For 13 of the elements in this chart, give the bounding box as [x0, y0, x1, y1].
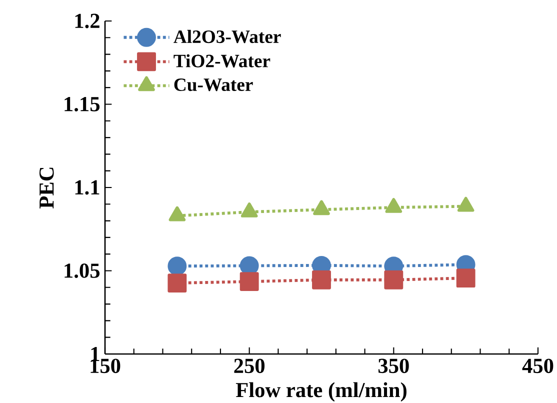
- y-tick-label: 1.05: [64, 264, 100, 278]
- legend-label: TiO2-Water: [174, 54, 270, 68]
- x-tick-label: 450: [522, 358, 554, 374]
- legend-label: Cu-Water: [174, 78, 253, 92]
- y-tick-label: 1.15: [64, 97, 100, 112]
- x-tick-label: 250: [234, 358, 265, 374]
- x-axis-title: Flow rate (ml/min): [236, 382, 406, 402]
- y-tick-label: 1.1: [75, 180, 100, 195]
- y-axis-title: PEC: [39, 168, 54, 208]
- x-tick-label: 350: [378, 358, 409, 374]
- x-tick-label: 150: [90, 358, 120, 374]
- legend-label: Al2O3-Water: [174, 30, 281, 44]
- y-tick-label: 1.2: [75, 14, 100, 28]
